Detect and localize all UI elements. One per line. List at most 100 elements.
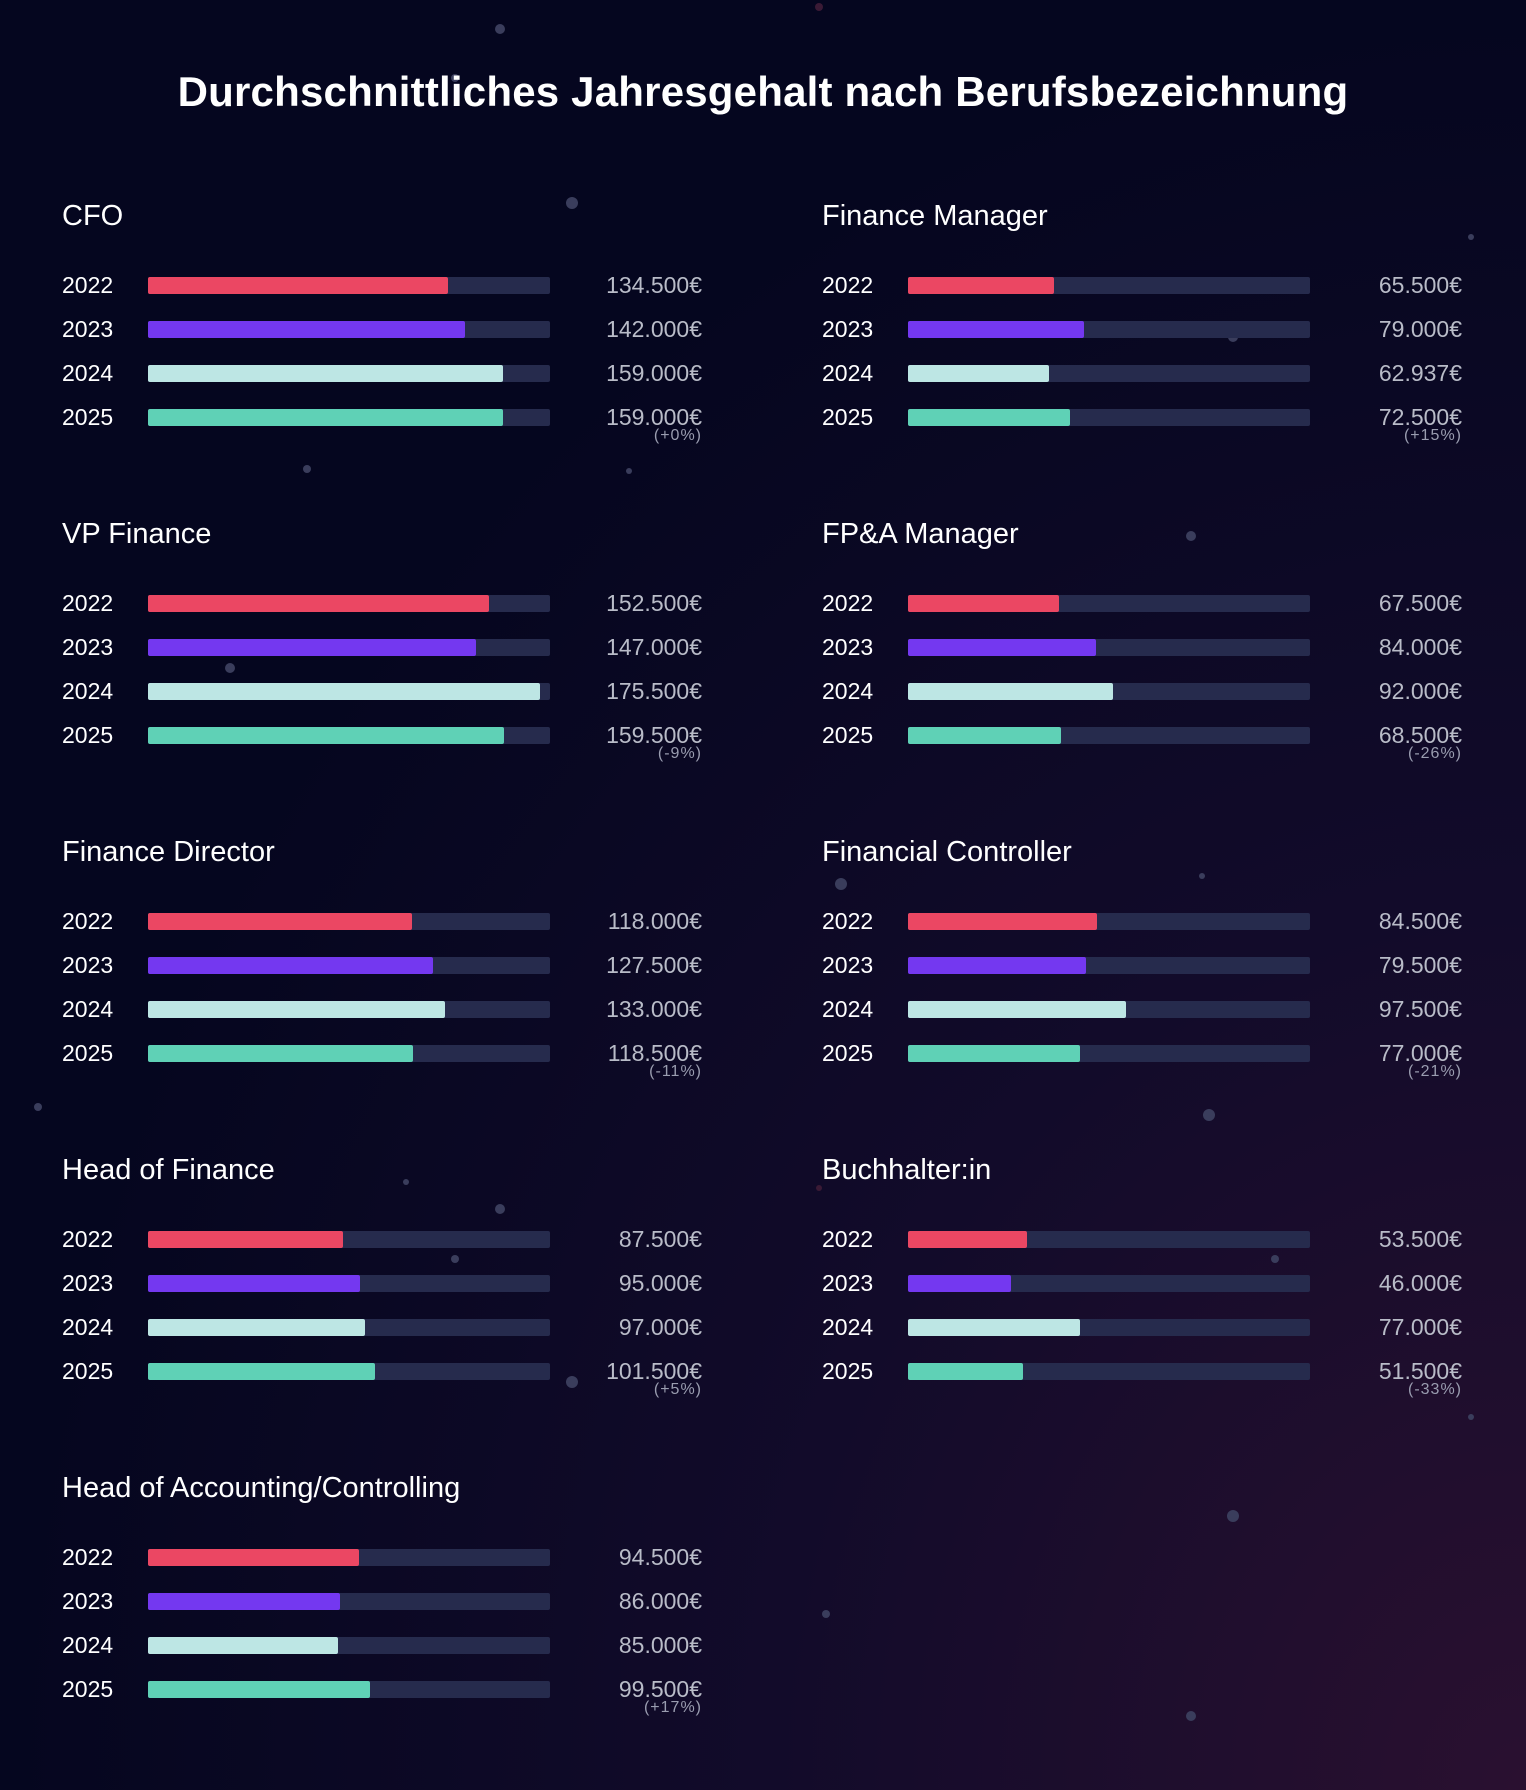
bar-row: 2023 95.000€ [62, 1268, 702, 1298]
bar-row: 2025 68.500€ (-26%) [822, 720, 1462, 762]
bar-2022 [148, 595, 489, 612]
bar-track [908, 913, 1310, 930]
value-label: 101.500€ [606, 1358, 702, 1384]
bar-track [148, 1001, 550, 1018]
chart-title: Financial Controller [822, 836, 1072, 868]
chart-title: Finance Director [62, 836, 275, 868]
bar-row: 2023 79.000€ [822, 314, 1462, 344]
year-label: 2023 [62, 1588, 114, 1614]
bar-2022 [908, 277, 1054, 294]
bar-2023 [148, 957, 433, 974]
bar-2024 [908, 365, 1049, 382]
year-label: 2022 [62, 590, 114, 616]
chart-panel: Financial Controller 2022 84.500€ 2023 79.50… [822, 836, 1482, 1136]
bar-row: 2025 72.500€ (+15%) [822, 402, 1462, 444]
bar-row: 2022 87.500€ [62, 1224, 702, 1254]
bar-row: 2024 77.000€ [822, 1312, 1462, 1342]
bar-2022 [148, 1549, 359, 1566]
bar-track [148, 913, 550, 930]
change-label: (+17%) [643, 1699, 702, 1716]
value-label: 62.937€ [1378, 360, 1462, 386]
value-label: 134.500€ [606, 272, 702, 298]
chart-title: Head of Finance [62, 1154, 275, 1186]
bar-2025 [148, 1363, 375, 1380]
bar-2022 [908, 595, 1059, 612]
bar-row: 2025 99.500€ (+17%) [62, 1674, 702, 1716]
value-label: 46.000€ [1378, 1270, 1462, 1296]
value-label: 84.500€ [1378, 908, 1462, 934]
bar-track [908, 365, 1310, 382]
value-label: 99.500€ [618, 1676, 702, 1702]
bar-track [148, 1549, 550, 1566]
value-label: 67.500€ [1378, 590, 1462, 616]
year-label: 2025 [822, 1040, 874, 1066]
change-label: (-21%) [1407, 1063, 1462, 1080]
bar-track [148, 727, 550, 744]
chart-panel: FP&A Manager 2022 67.500€ 2023 84.000€ 2024 92… [822, 518, 1482, 818]
year-label: 2022 [822, 590, 874, 616]
bar-row: 2025 159.500€ (-9%) [62, 720, 702, 762]
bar-row: 2022 94.500€ [62, 1542, 702, 1572]
chart-title: FP&A Manager [822, 518, 1019, 550]
year-label: 2022 [62, 908, 114, 934]
bar-track [148, 1045, 550, 1062]
bar-row: 2023 84.000€ [822, 632, 1462, 662]
bar-2024 [148, 1637, 338, 1654]
value-label: 159.500€ [606, 722, 702, 748]
year-label: 2025 [62, 1676, 114, 1702]
year-label: 2023 [62, 634, 114, 660]
value-label: 72.500€ [1378, 404, 1462, 430]
bar-row: 2022 65.500€ [822, 270, 1462, 300]
bar-track [148, 1319, 550, 1336]
bar-track [908, 595, 1310, 612]
bar-row: 2024 97.000€ [62, 1312, 702, 1342]
value-label: 85.000€ [618, 1632, 702, 1658]
change-label: (+5%) [653, 1381, 702, 1398]
bar-track [908, 727, 1310, 744]
bar-2023 [148, 1593, 340, 1610]
year-label: 2024 [822, 996, 874, 1022]
value-label: 147.000€ [606, 634, 702, 660]
bar-2025 [908, 1045, 1080, 1062]
bar-track [148, 639, 550, 656]
value-label: 97.500€ [1378, 996, 1462, 1022]
value-label: 142.000€ [606, 316, 702, 342]
value-label: 77.000€ [1378, 1040, 1462, 1066]
bar-row: 2022 134.500€ [62, 270, 702, 300]
bar-track [148, 321, 550, 338]
bar-track [908, 1275, 1310, 1292]
change-label: (+0%) [653, 427, 702, 444]
year-label: 2023 [822, 952, 874, 978]
change-label: (-11%) [649, 1063, 702, 1080]
bar-track [148, 1363, 550, 1380]
year-label: 2025 [822, 1358, 874, 1384]
chart-panel: Buchhalter:in 2022 53.500€ 2023 46.000€ 2024 7… [822, 1154, 1482, 1454]
bar-2023 [148, 639, 476, 656]
value-label: 53.500€ [1378, 1226, 1462, 1252]
value-label: 84.000€ [1378, 634, 1462, 660]
year-label: 2023 [822, 1270, 874, 1296]
bar-row: 2022 118.000€ [62, 906, 702, 936]
chart-title: Finance Manager [822, 200, 1048, 232]
bar-2024 [908, 683, 1113, 700]
bar-row: 2024 159.000€ [62, 358, 702, 388]
year-label: 2024 [822, 1314, 874, 1340]
bar-row: 2025 159.000€ (+0%) [62, 402, 702, 444]
bar-2024 [908, 1319, 1080, 1336]
bar-track [148, 1681, 550, 1698]
bar-track [908, 957, 1310, 974]
year-label: 2022 [822, 1226, 874, 1252]
year-label: 2024 [62, 360, 114, 386]
chart-panel: Head of Finance 2022 87.500€ 2023 95.000€ 202… [62, 1154, 722, 1454]
value-label: 65.500€ [1378, 272, 1462, 298]
value-label: 159.000€ [606, 404, 702, 430]
bar-row: 2024 85.000€ [62, 1630, 702, 1660]
year-label: 2023 [62, 952, 114, 978]
bar-row: 2025 118.500€ (-11%) [62, 1038, 702, 1080]
value-label: 127.500€ [606, 952, 702, 978]
bar-2022 [908, 913, 1097, 930]
bar-2023 [908, 321, 1084, 338]
bar-track [148, 409, 550, 426]
year-label: 2025 [62, 1358, 114, 1384]
